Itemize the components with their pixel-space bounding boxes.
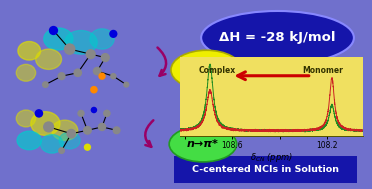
X-axis label: $\delta_{CN}$ (ppm): $\delta_{CN}$ (ppm) <box>250 151 293 164</box>
Text: Monomer: Monomer <box>302 66 343 75</box>
Ellipse shape <box>59 132 80 149</box>
Point <box>99 75 105 78</box>
Point <box>110 75 116 78</box>
Point <box>67 48 73 51</box>
Ellipse shape <box>17 131 41 150</box>
Point <box>94 70 100 73</box>
FancyArrowPatch shape <box>157 48 166 76</box>
Point <box>59 75 65 78</box>
Point <box>59 149 65 152</box>
Point <box>99 125 105 129</box>
Text: Complex: Complex <box>198 66 235 75</box>
Point <box>91 88 97 91</box>
Ellipse shape <box>52 120 78 140</box>
Point <box>51 29 57 32</box>
Ellipse shape <box>90 29 114 49</box>
Ellipse shape <box>65 30 97 54</box>
Point <box>88 53 94 56</box>
Text: n→σ*: n→σ* <box>190 65 222 75</box>
Point <box>68 132 74 135</box>
FancyArrowPatch shape <box>145 120 153 147</box>
Ellipse shape <box>41 135 63 153</box>
Text: ΔH = -28 kJ/mol: ΔH = -28 kJ/mol <box>219 31 336 44</box>
Point <box>78 112 84 115</box>
Ellipse shape <box>171 50 242 90</box>
Ellipse shape <box>16 64 36 81</box>
Bar <box>174 156 357 183</box>
Point <box>84 146 90 149</box>
Point <box>84 129 90 132</box>
Point <box>91 108 97 112</box>
Point <box>110 32 116 35</box>
Point <box>75 71 81 74</box>
Point <box>46 125 52 129</box>
Point <box>42 83 48 86</box>
Ellipse shape <box>18 42 41 60</box>
Point <box>36 112 42 115</box>
Ellipse shape <box>16 110 36 127</box>
Text: C-centered NCIs in Solution: C-centered NCIs in Solution <box>192 165 339 174</box>
Text: n→π*: n→π* <box>187 139 219 149</box>
Point <box>102 56 108 59</box>
Point <box>123 83 129 86</box>
Ellipse shape <box>36 49 62 69</box>
Point <box>113 129 119 132</box>
Ellipse shape <box>169 126 237 162</box>
Ellipse shape <box>201 11 354 65</box>
Ellipse shape <box>31 112 60 135</box>
Ellipse shape <box>44 28 73 50</box>
Point <box>104 112 110 115</box>
